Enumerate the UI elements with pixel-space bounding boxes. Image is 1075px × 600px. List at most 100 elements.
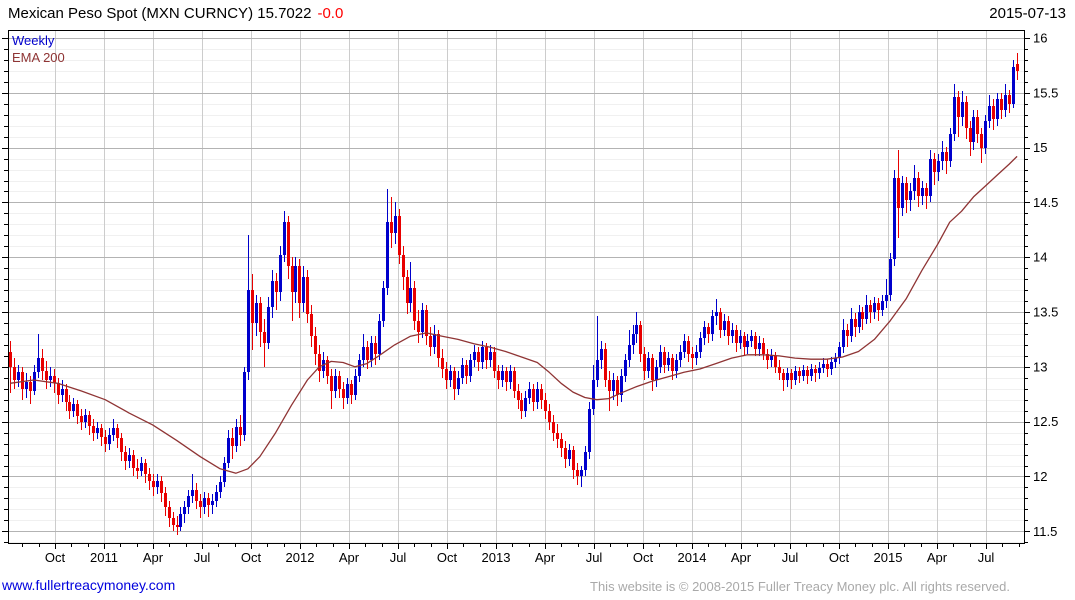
- candle-body: [374, 343, 377, 354]
- x-tick-label: Jul: [586, 550, 603, 565]
- x-tick-label: Apr: [535, 550, 556, 565]
- candle-body: [49, 376, 52, 380]
- x-tick-label: 2015: [874, 550, 903, 565]
- candle-body: [846, 330, 849, 336]
- candle-body: [691, 354, 694, 358]
- candle-body: [687, 341, 690, 354]
- candle-body: [457, 378, 460, 389]
- candle-body: [750, 336, 753, 341]
- candle-body: [445, 369, 448, 380]
- candle-body: [45, 371, 48, 380]
- candle-body: [679, 352, 682, 360]
- candle-body: [148, 474, 151, 481]
- candle-body: [378, 321, 381, 354]
- x-tick-label: 2011: [90, 550, 118, 565]
- candle-body: [663, 352, 666, 365]
- candle-body: [881, 301, 884, 310]
- candle-body: [715, 312, 718, 316]
- candle-body: [68, 402, 71, 411]
- candle-body: [647, 358, 650, 371]
- candle-body: [814, 369, 817, 373]
- candle-body: [834, 358, 837, 362]
- candle-body: [231, 438, 234, 446]
- candle-body: [643, 354, 646, 371]
- candle-body: [501, 371, 504, 380]
- candle-body: [469, 360, 472, 376]
- candle-body: [338, 376, 341, 389]
- candle-body: [9, 352, 12, 367]
- y-axis-labels: 11.5 12 12.5 13 13.5 14 14.5 15 15.5 16: [1033, 31, 1058, 539]
- candle-body: [207, 498, 210, 505]
- candle-body: [766, 354, 769, 360]
- candle-body: [869, 305, 872, 312]
- candle-body: [279, 255, 282, 292]
- candle-body: [969, 128, 972, 142]
- candle-body: [382, 288, 385, 321]
- candle-body: [909, 191, 912, 200]
- candle-body: [513, 371, 516, 391]
- candle-body: [592, 380, 595, 409]
- y-tick-label: 16: [1033, 31, 1047, 46]
- candle-body: [179, 514, 182, 527]
- candle-body: [65, 389, 68, 402]
- candle-body: [957, 97, 960, 117]
- x-tick-label: 2012: [286, 550, 315, 565]
- y-tick-label: 15: [1033, 140, 1047, 155]
- candle-body: [294, 266, 297, 292]
- site-link[interactable]: www.fullertreacymoney.com: [2, 577, 176, 593]
- candle-body: [671, 358, 674, 371]
- candle-body: [417, 321, 420, 332]
- y-tick-label: 13: [1033, 359, 1047, 374]
- candle-body: [80, 416, 83, 422]
- candle-body: [822, 364, 825, 368]
- candle-body: [639, 325, 642, 354]
- candle-body: [893, 178, 896, 259]
- candle-body: [731, 330, 734, 336]
- candle-body: [386, 222, 389, 288]
- candle-body: [770, 356, 773, 360]
- candle-body: [604, 349, 607, 380]
- candle-body: [1012, 67, 1015, 104]
- candle-body: [37, 358, 40, 372]
- chart-title: Mexican Peso Spot (MXN CURNCY) 15.7022: [8, 5, 312, 22]
- candle-body: [136, 468, 139, 471]
- candle-body: [92, 426, 95, 433]
- candle-body: [429, 336, 432, 347]
- footer: www.fullertreacymoney.com This website i…: [0, 575, 1075, 597]
- candle-body: [524, 398, 527, 411]
- candle-body: [441, 358, 444, 369]
- candle-body: [61, 389, 64, 395]
- candle-body: [885, 295, 888, 301]
- candle-body: [481, 347, 484, 362]
- candle-body: [905, 183, 908, 200]
- candle-body: [100, 428, 103, 437]
- candle-body: [314, 336, 317, 354]
- candle-body: [659, 352, 662, 367]
- candle-body: [112, 428, 115, 435]
- candle-body: [156, 481, 159, 487]
- candle-body: [548, 411, 551, 422]
- candle-body: [509, 371, 512, 382]
- candle-body: [53, 376, 56, 383]
- candle-body: [754, 336, 757, 349]
- candle-body: [239, 427, 242, 435]
- candle-body: [346, 384, 349, 398]
- gridlines: [8, 30, 1024, 543]
- candle-body: [576, 470, 579, 476]
- candle-body: [854, 319, 857, 327]
- candle-body: [72, 404, 75, 411]
- candle-body: [624, 360, 627, 376]
- candle-body: [370, 343, 373, 360]
- x-tick-label: Apr: [927, 550, 948, 565]
- candle-body: [144, 463, 147, 474]
- candle-body: [628, 345, 631, 360]
- candle-body: [810, 369, 813, 376]
- candle-body: [802, 370, 805, 376]
- candle-body: [596, 360, 599, 380]
- candle-body: [203, 498, 206, 507]
- candle-body: [1008, 95, 1011, 104]
- candle-body: [965, 102, 968, 128]
- candle-body: [572, 450, 575, 470]
- candle-body: [433, 334, 436, 347]
